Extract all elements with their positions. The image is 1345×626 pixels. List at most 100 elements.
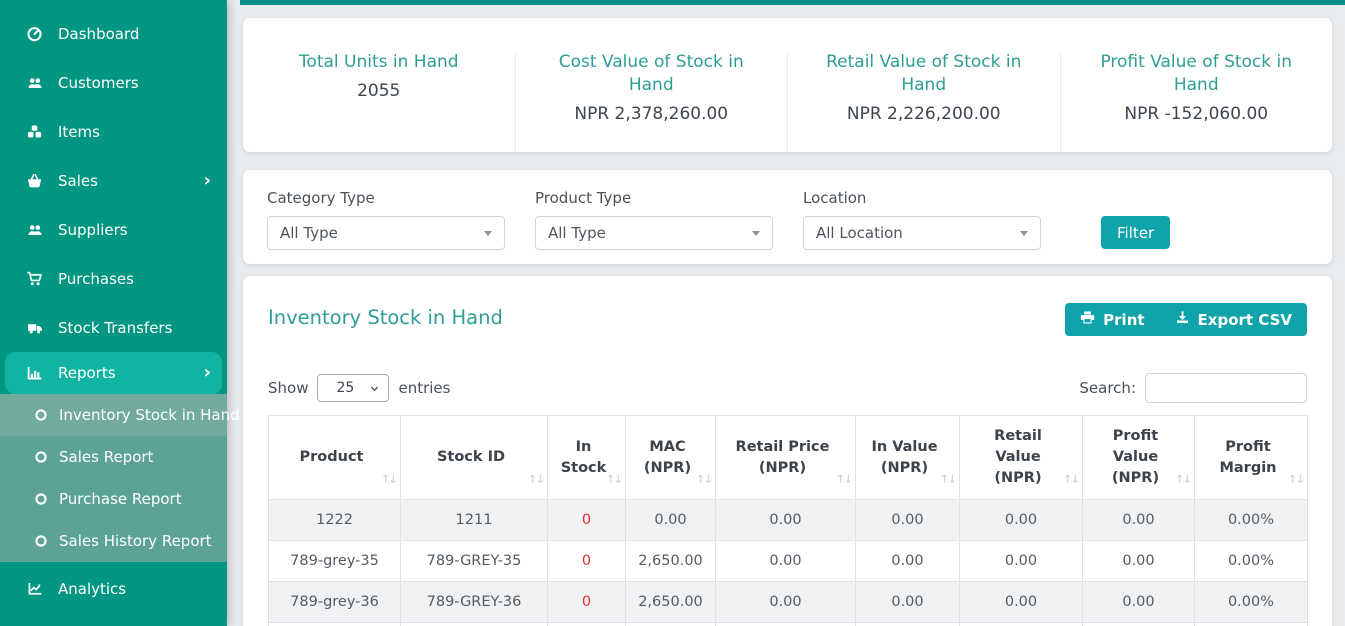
print-button[interactable]: Print [1065,303,1159,336]
sort-icons: ↑↓ [939,472,957,487]
tachometer-icon [24,25,45,42]
column-header-retail-price[interactable]: Retail Price (NPR) ↑↓ [715,414,856,501]
cell-in-stock: 0 [547,540,626,583]
submenu-item-label: Sales History Report [59,532,212,550]
sidebar-item-dashboard[interactable]: Dashboard [0,9,227,58]
entries-label: entries [398,379,451,397]
cell-retail-value: 0.00 [959,581,1083,624]
sort-icons: ↑↓ [527,472,545,487]
sort-icons: ↑↓ [835,472,853,487]
filter-button[interactable]: Filter [1101,216,1171,249]
sidebar-item-label: Purchases [58,269,134,288]
column-header-profit-value[interactable]: Profit Value (NPR) ↑↓ [1082,414,1195,501]
sidebar-item-label: Sales [58,171,98,190]
table-buttons: Print Export CSV [1065,303,1307,336]
submenu-item-inventory-stock-in-hand[interactable]: Inventory Stock in Hand [0,394,240,436]
category-type-select[interactable]: All Type [267,216,505,250]
stats-summary-card: Total Units in Hand 2055 Cost Value of S… [243,18,1332,152]
export-csv-button[interactable]: Export CSV [1160,303,1307,336]
cell-product: 789-grey-36 [268,581,401,624]
cell-retail-value: 0.00 [959,540,1083,583]
category-type-label: Category Type [267,189,375,207]
cell-stock-id: 789-GREY-35 [400,540,548,583]
stat-title: Profit Value of Stock in Hand [1100,52,1293,95]
submenu-item-label: Sales Report [59,448,154,466]
selected-value: All Type [548,224,606,242]
column-header-product[interactable]: Product ↑↓ [268,414,401,501]
show-label: Show [268,379,309,397]
column-header-in-value[interactable]: In Value (NPR) ↑↓ [855,414,960,501]
sort-icons: ↑↓ [1174,472,1192,487]
sidebar-item-sales[interactable]: Sales › [0,156,227,205]
submenu-item-label: Inventory Stock in Hand [59,406,240,424]
cell-retail-price: 0.00 [715,540,856,583]
cart-icon [24,270,45,287]
line-chart-icon [24,581,45,597]
sidebar-item-label: Suppliers [58,220,128,239]
sort-icons: ↑↓ [1287,472,1305,487]
caret-down-icon [484,230,492,236]
cell-in-value: 0.00 [855,540,960,583]
caret-down-icon [1020,230,1028,236]
submenu-item-sales-report[interactable]: Sales Report [0,436,227,478]
users-icon [24,222,45,238]
cell-profit-margin: 0.00% [1194,499,1308,542]
column-header-retail-value[interactable]: Retail Value (NPR) ↑↓ [959,414,1083,501]
sidebar-item-label: Stock Transfers [58,318,173,337]
column-header-in-stock[interactable]: In Stock ↑↓ [547,414,626,501]
inventory-table: Product ↑↓ Stock ID ↑↓ In Stock ↑↓ MAC (NPR… [268,414,1308,626]
sidebar-item-suppliers[interactable]: Suppliers [0,205,227,254]
users-icon [24,75,45,91]
submenu-item-purchase-report[interactable]: Purchase Report [0,478,227,520]
page-size-select[interactable]: 25 [317,374,390,402]
sidebar-item-stock-transfers[interactable]: Stock Transfers [0,303,227,352]
sort-icons: ↑↓ [605,472,623,487]
sidebar-item-label: Dashboard [58,24,140,43]
caret-down-icon [752,230,760,236]
sidebar-item-analytics[interactable]: Analytics [0,564,227,613]
column-header-stock-id[interactable]: Stock ID ↑↓ [400,414,548,501]
basket-icon [24,172,45,189]
stat-title: Retail Value of Stock in Hand [826,52,1022,95]
circle-icon [34,492,48,506]
table-header-row: Product ↑↓ Stock ID ↑↓ In Stock ↑↓ MAC (NPR… [268,414,1308,501]
table-row-partial [268,622,1308,626]
page-size-value: 25 [336,380,355,396]
sidebar-item-items[interactable]: Items [0,107,227,156]
sidebar-item-label: Reports [58,364,116,382]
cell-product: 789-grey-35 [268,540,401,583]
sidebar-item-customers[interactable]: Customers [0,58,227,107]
product-type-select[interactable]: All Type [535,216,773,250]
cell-product: 1222 [268,499,401,542]
table-row: 789-grey-36 789-GREY-36 0 2,650.00 0.00 … [268,581,1308,624]
sidebar-item-purchases[interactable]: Purchases [0,254,227,303]
circle-icon [34,450,48,464]
cell-profit-margin: 0.00% [1194,581,1308,624]
search-input[interactable] [1145,373,1307,403]
cubes-icon [24,123,45,140]
cell-stock-id: 1211 [400,499,548,542]
printer-icon [1080,310,1095,329]
stat-value: 2055 [357,80,401,101]
bar-chart-icon [24,365,45,382]
sort-icons: ↑↓ [695,472,713,487]
cell-mac: 2,650.00 [625,581,716,624]
sidebar-item-reports[interactable]: Reports › [5,352,222,394]
cell-profit-value: 0.00 [1082,499,1195,542]
inventory-report-card: Inventory Stock in Hand Print Export CSV… [243,276,1332,626]
table-row: 1222 1211 0 0.00 0.00 0.00 0.00 0.00 0.0… [268,499,1308,542]
column-header-mac[interactable]: MAC (NPR) ↑↓ [625,414,716,501]
column-header-profit-margin[interactable]: Profit Margin ↑↓ [1194,414,1308,501]
location-label: Location [803,189,867,207]
filter-panel: Category Type All Type Product Type All … [243,170,1332,264]
submenu-item-sales-history-report[interactable]: Sales History Report [0,520,227,562]
selected-value: All Type [280,224,338,242]
search-label: Search: [1079,379,1136,397]
sort-icons: ↑↓ [380,472,398,487]
circle-icon [34,534,48,548]
cell-in-stock: 0 [547,581,626,624]
export-csv-label: Export CSV [1197,310,1292,329]
location-select[interactable]: All Location [803,216,1041,250]
cell-in-stock: 0 [547,499,626,542]
sidebar-item-label: Analytics [58,579,127,598]
